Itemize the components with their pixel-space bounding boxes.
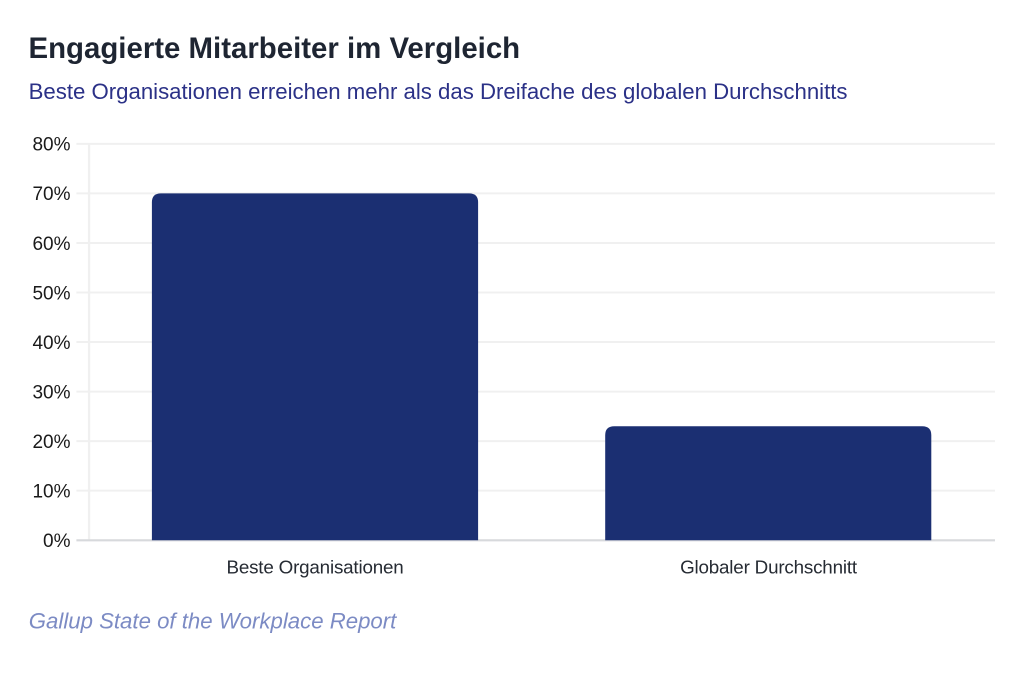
svg-text:80%: 80% [32, 135, 70, 156]
svg-text:20%: 20% [32, 432, 70, 453]
svg-text:10%: 10% [32, 481, 70, 502]
svg-text:Globaler Durchschnitt: Globaler Durchschnitt [680, 556, 858, 577]
svg-text:Engagierte Mitarbeiter im Verg: Engagierte Mitarbeiter im Vergleich [29, 32, 521, 65]
svg-text:50%: 50% [32, 283, 70, 304]
svg-text:30%: 30% [32, 382, 70, 403]
svg-text:Beste Organisationen erreichen: Beste Organisationen erreichen mehr als … [29, 79, 848, 104]
svg-text:0%: 0% [43, 531, 71, 552]
svg-text:Gallup State of the Workplace: Gallup State of the Workplace Report [29, 609, 397, 634]
svg-text:70%: 70% [32, 184, 70, 205]
svg-text:Beste Organisationen: Beste Organisationen [226, 556, 403, 577]
svg-text:40%: 40% [32, 333, 70, 354]
svg-text:60%: 60% [32, 234, 70, 255]
